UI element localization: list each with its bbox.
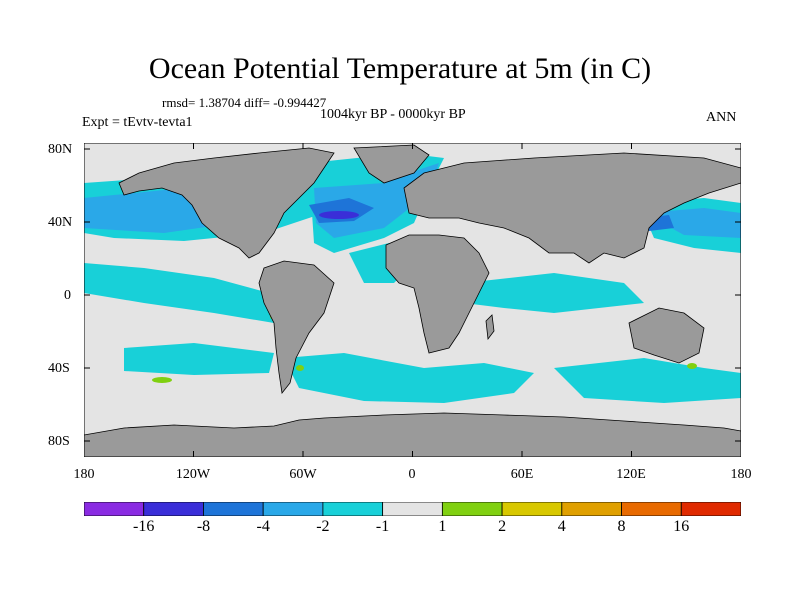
patch-south-atlantic-cool — [284, 353, 534, 403]
land-antarctica — [84, 412, 741, 457]
colorbar-box-10 — [680, 502, 741, 516]
lon-label-180w: 180 — [73, 467, 95, 482]
patch-southern-indian-cool — [554, 358, 741, 403]
lon-label-0: 0 — [408, 467, 416, 482]
colorbar-label-8: 8 — [617, 518, 626, 535]
axis-ticks — [84, 143, 741, 457]
lat-label-80s: 80S — [48, 434, 70, 449]
land-australia — [628, 307, 705, 364]
land-north-america — [118, 147, 335, 259]
colorbar-box-1 — [143, 502, 204, 516]
lon-label-120w: 120W — [175, 467, 211, 482]
patch-south-pacific-warm — [152, 377, 172, 383]
lon-label-120e: 120E — [616, 467, 646, 482]
colorbar-box-4 — [322, 502, 384, 516]
colorbar-label-5: 1 — [438, 518, 447, 535]
colorbar-label-2: -4 — [256, 518, 270, 535]
colorbar-label-4: -1 — [375, 518, 390, 535]
colorbar-box-2 — [203, 502, 264, 516]
map-plot — [84, 143, 741, 457]
plot-title: Ocean Potential Temperature at 5m (in C) — [148, 52, 652, 85]
land-europe-asia — [403, 152, 741, 264]
colorbar-box-9 — [621, 502, 682, 516]
colorbar-label-6: 2 — [498, 518, 507, 535]
patch-tropical-pacific-cool — [84, 263, 294, 323]
land-south-america — [258, 260, 335, 394]
colorbar-box-5 — [382, 502, 443, 516]
lon-label-60w: 60W — [289, 467, 317, 482]
colorbar-box-3 — [262, 502, 324, 516]
colorbar-box-0 — [84, 502, 145, 516]
season-label: ANN — [706, 110, 737, 125]
lat-label-0: 0 — [64, 288, 71, 303]
colorbar-label-7: 4 — [557, 518, 566, 535]
lon-label-180e: 180 — [730, 467, 752, 482]
land-greenland — [353, 144, 430, 184]
land-africa — [385, 234, 490, 354]
colorbar-label-1: -8 — [196, 518, 211, 535]
patch-gulf-stream-deep — [319, 211, 359, 219]
patch-patagonia-warm — [296, 365, 304, 371]
experiment-label: Expt = tEvtv-tevta1 — [82, 115, 193, 130]
colorbar-box-6 — [441, 502, 503, 516]
stats-line: rmsd= 1.38704 diff= -0.994427 — [162, 95, 327, 110]
colorbar-label-9: 16 — [673, 518, 690, 535]
lon-label-60e: 60E — [510, 467, 534, 482]
colorbar-label-0: -16 — [133, 518, 155, 535]
colorbar-box-8 — [561, 502, 622, 516]
lat-label-80n: 80N — [48, 142, 73, 157]
land-madagascar — [485, 314, 495, 341]
colorbar-box-7 — [501, 502, 563, 516]
lat-label-40s: 40S — [48, 361, 70, 376]
anomaly-cool-deep — [319, 211, 359, 219]
land — [84, 144, 741, 457]
period-label: 1004kyr BP - 0000kyr BP — [320, 107, 466, 122]
patch-tasman-warm — [687, 363, 697, 369]
patch-south-pacific-cool — [124, 343, 274, 375]
colorbar-label-3: -2 — [316, 518, 330, 535]
colorbar — [84, 502, 741, 516]
patch-indian-ocean-cool — [464, 273, 644, 313]
lat-label-40n: 40N — [48, 215, 73, 230]
